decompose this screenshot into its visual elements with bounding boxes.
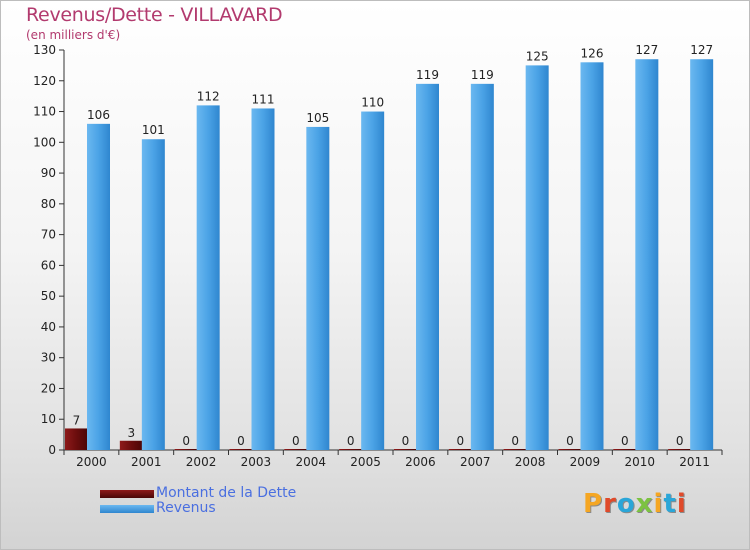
x-tick-label: 2010 <box>624 455 655 469</box>
data-label-debt: 0 <box>182 434 190 448</box>
logo-letter: x <box>635 489 654 519</box>
data-label-debt: 0 <box>402 434 410 448</box>
bar-debt <box>174 449 198 450</box>
bar-debt <box>65 428 88 450</box>
bar-revenus <box>306 126 330 450</box>
y-tick-label: 40 <box>41 320 56 334</box>
data-label-revenus: 127 <box>635 43 658 57</box>
data-label-debt: 0 <box>566 434 574 448</box>
y-tick-label: 70 <box>41 228 56 242</box>
legend-swatch-revenus <box>100 505 154 513</box>
logo-letter: P <box>583 489 604 519</box>
y-tick-label: 10 <box>41 412 56 426</box>
bar-revenus <box>635 59 659 450</box>
legend-label-revenus: Revenus <box>156 500 216 516</box>
data-label-debt: 0 <box>621 434 629 448</box>
data-label-debt: 7 <box>73 413 81 427</box>
y-tick-label: 0 <box>48 443 56 457</box>
y-tick-label: 120 <box>33 74 56 88</box>
proxiti-logo: Proxiti <box>583 489 687 519</box>
data-label-debt: 0 <box>676 434 684 448</box>
data-label-revenus: 119 <box>471 68 494 82</box>
bar-revenus <box>141 139 165 450</box>
x-tick-label: 2003 <box>241 455 272 469</box>
data-label-revenus: 105 <box>306 111 329 125</box>
legend-label-debt: Montant de la Dette <box>156 485 297 501</box>
bar-debt <box>668 449 692 450</box>
data-label-debt: 0 <box>347 434 355 448</box>
chart-title: Revenus/Dette - VILLAVARD <box>26 4 283 26</box>
y-tick-label: 130 <box>33 43 56 57</box>
bar-debt <box>229 449 253 450</box>
bar-revenus <box>196 105 220 450</box>
y-tick-label: 50 <box>41 289 56 303</box>
bar-debt <box>448 449 472 450</box>
data-label-debt: 0 <box>511 434 519 448</box>
bar-debt <box>503 449 527 450</box>
y-tick-label: 100 <box>33 135 56 149</box>
y-tick-label: 60 <box>41 258 56 272</box>
logo-letter: i <box>676 489 687 519</box>
bars <box>65 59 714 451</box>
data-labels: 7 106 3 101 0 112 0 111 0 105 0 110 0 119 0 119 0 125 0 126… <box>73 43 713 448</box>
bar-revenus <box>361 111 385 451</box>
bar-revenus <box>251 108 275 450</box>
x-tick-label: 2002 <box>186 455 217 469</box>
data-label-debt: 0 <box>457 434 465 448</box>
legend-swatch-debt <box>100 490 154 498</box>
x-tick-label: 2001 <box>131 455 162 469</box>
x-tick-label: 2006 <box>405 455 436 469</box>
logo-letter: i <box>653 489 664 519</box>
y-tick-label: 110 <box>33 105 56 119</box>
data-label-debt: 0 <box>292 434 300 448</box>
x-tick-label: 2004 <box>295 455 326 469</box>
x-tick-label: 2009 <box>570 455 601 469</box>
data-label-revenus: 112 <box>197 89 220 103</box>
data-label-revenus: 111 <box>252 92 275 106</box>
logo-letter: o <box>616 489 636 519</box>
data-label-revenus: 101 <box>142 123 165 137</box>
x-tick-label: 2008 <box>515 455 546 469</box>
x-tick-label: 2005 <box>350 455 381 469</box>
data-label-debt: 3 <box>128 426 136 440</box>
bar-debt <box>339 449 363 450</box>
logo-letter: r <box>603 489 617 519</box>
y-tick-label: 20 <box>41 381 56 395</box>
bar-debt <box>394 449 417 450</box>
data-label-debt: 0 <box>237 434 245 448</box>
bar-debt <box>613 449 637 450</box>
data-label-revenus: 119 <box>416 68 439 82</box>
y-tick-label: 90 <box>41 166 56 180</box>
x-tick-label: 2011 <box>679 455 710 469</box>
bar-debt <box>558 449 582 450</box>
data-label-revenus: 106 <box>87 108 110 122</box>
data-label-revenus: 127 <box>690 43 713 57</box>
x-tick-label: 2000 <box>76 455 107 469</box>
data-label-revenus: 125 <box>526 49 549 63</box>
bar-revenus <box>416 83 439 450</box>
data-label-revenus: 126 <box>581 46 604 60</box>
bar-revenus <box>580 62 604 451</box>
y-tick-label: 80 <box>41 197 56 211</box>
bar-debt <box>119 440 143 450</box>
data-label-revenus: 110 <box>361 96 384 110</box>
logo-letter: t <box>663 489 677 519</box>
bar-revenus <box>690 59 714 450</box>
bar-revenus <box>470 83 494 450</box>
chart-subtitle: (en milliers d'€) <box>26 28 121 42</box>
bar-debt <box>284 449 308 450</box>
y-tick-label: 30 <box>41 351 56 365</box>
bar-revenus <box>525 65 549 450</box>
bar-revenus <box>87 123 110 450</box>
x-tick-label: 2007 <box>460 455 491 469</box>
